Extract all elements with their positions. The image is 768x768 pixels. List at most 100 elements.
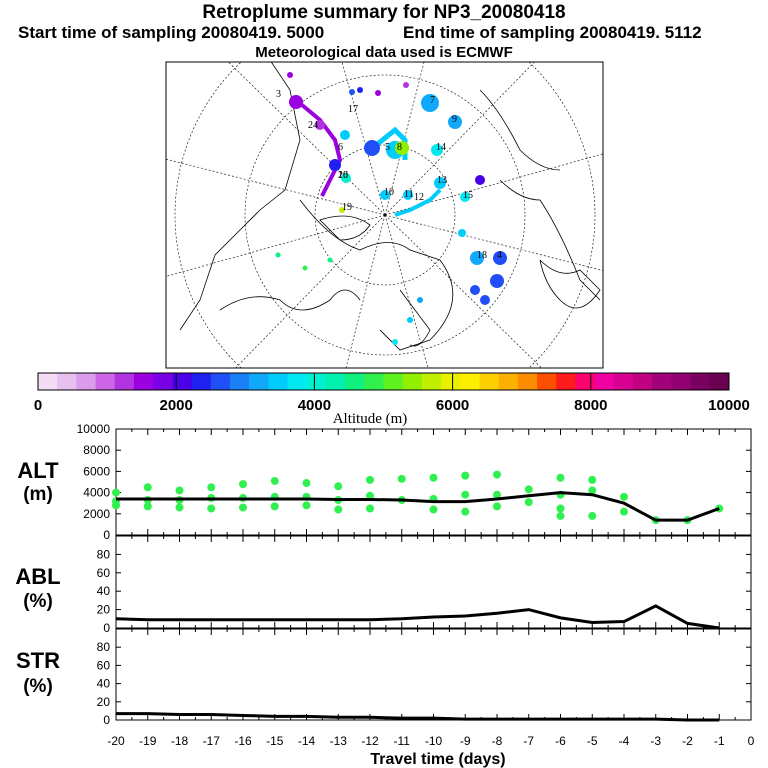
colorbar-tick-label: 4000 <box>298 397 331 414</box>
y-tick-label: 80 <box>97 547 111 561</box>
map-number-label: 19 <box>342 202 352 213</box>
meridian-line <box>166 214 386 277</box>
colorbar-swatch <box>172 373 193 390</box>
colorbar-swatch <box>479 373 500 390</box>
scatter-point <box>461 471 470 480</box>
y-tick-label: 40 <box>97 584 111 598</box>
map-number-label: 12 <box>414 192 424 203</box>
scatter-point <box>334 482 343 491</box>
map-number-label: 14 <box>436 142 446 153</box>
map-number-label: 20 <box>338 170 348 181</box>
scatter-point <box>556 504 565 513</box>
x-tick-label: -20 <box>107 734 125 748</box>
panel-alt: 0 2000 4000 6000 8000 10000 ALT(m) <box>17 422 752 542</box>
x-tick-label: -2 <box>682 734 693 748</box>
scatter-point <box>143 502 152 511</box>
x-tick-label: -8 <box>492 734 503 748</box>
y-tick-label: 40 <box>97 677 111 691</box>
scatter-point <box>366 504 374 513</box>
map-number-label: 7 <box>430 95 435 106</box>
y-tick-label: 60 <box>97 658 111 672</box>
y-axis-label: ALT <box>17 458 59 483</box>
scatter-point <box>588 486 597 495</box>
x-tick-label: -9 <box>460 734 471 748</box>
map-number-label: 11 <box>404 189 414 200</box>
colorbar-swatch <box>287 373 308 390</box>
y-axis-unit: (%) <box>23 591 53 612</box>
colorbar-swatch <box>460 373 480 390</box>
scatter-point <box>429 473 438 482</box>
map-graticule <box>166 62 603 368</box>
colorbar-swatch <box>441 373 461 390</box>
colorbar-swatch <box>498 373 519 390</box>
scatter-point <box>620 507 628 516</box>
colorbar-swatch <box>652 373 672 390</box>
colorbar-tick-label: 6000 <box>436 397 469 414</box>
colorbar-tick-label: 0 <box>34 397 42 414</box>
scatter-point <box>207 483 216 492</box>
map-number-label: 8 <box>397 142 402 153</box>
map-number-label: 9 <box>452 114 457 125</box>
y-tick-label: 0 <box>103 713 110 727</box>
colorbar-swatch <box>133 373 154 390</box>
scatter-point <box>334 505 343 514</box>
colorbar-swatch <box>556 373 576 390</box>
scatter-point <box>588 475 597 484</box>
panel-abl: 0 20 40 60 80 ABL(%) <box>15 535 752 635</box>
panel-frame <box>115 535 752 629</box>
x-tick-label: -13 <box>330 734 348 748</box>
end-time-line: End time of sampling 20080419. 5112 <box>403 23 702 42</box>
x-tick-label: 0 <box>748 734 755 748</box>
scatter-point <box>524 485 533 494</box>
series-line <box>116 712 720 722</box>
y-tick-label: 0 <box>103 528 110 542</box>
scatter-point <box>556 511 565 520</box>
y-tick-label: 20 <box>97 603 111 617</box>
y-tick-label: 8000 <box>83 443 110 457</box>
map-number-label: 15 <box>463 190 473 201</box>
scatter-point <box>175 486 184 495</box>
colorbar-swatch <box>38 373 58 390</box>
x-tick-label: -6 <box>555 734 566 748</box>
polar-map: 3 24 6 16 17 5 8 7 9 14 20 19 10 11 12 13 15 18 4 <box>165 61 604 369</box>
scatter-point <box>397 474 406 483</box>
colorbar-swatch <box>345 373 365 390</box>
colorbar-swatch <box>575 373 596 390</box>
y-tick-label: 20 <box>97 695 111 709</box>
colorbar-swatch <box>153 373 173 390</box>
x-tick-label: -1 <box>714 734 725 748</box>
x-tick-label: -17 <box>203 734 221 748</box>
scatter-point <box>524 498 533 507</box>
scatter-point <box>302 479 311 488</box>
colorbar-swatch <box>671 373 692 390</box>
scatter-point <box>207 504 216 513</box>
x-tick-label: -4 <box>619 734 630 748</box>
x-tick-label: -3 <box>650 734 661 748</box>
colorbar-swatch <box>613 373 634 390</box>
x-axis-label: Travel time (days) <box>370 751 505 768</box>
x-tick-label: -11 <box>394 734 411 748</box>
colorbar-swatch <box>76 373 97 390</box>
scatter-point <box>620 492 628 501</box>
scatter-point <box>270 502 279 511</box>
colorbar-swatch <box>229 373 250 390</box>
map-number-label: 3 <box>276 89 281 100</box>
scatter-point <box>112 488 120 497</box>
scatter-point <box>302 501 311 510</box>
x-tick-label: -18 <box>171 734 189 748</box>
colorbar-swatch <box>633 373 653 390</box>
scatter-point <box>175 503 184 512</box>
x-tick-label: -7 <box>523 734 534 748</box>
series-line <box>116 491 720 522</box>
map-number-label: 4 <box>497 250 502 261</box>
colorbar-swatch <box>57 373 77 390</box>
colorbar-tick-label: 10000 <box>708 397 750 414</box>
meridian-line <box>384 153 603 216</box>
colorbar-swatch <box>210 373 231 390</box>
scatter-point <box>556 473 565 482</box>
scatter-point <box>239 503 247 512</box>
map-number-label: 16 <box>338 170 348 181</box>
scatter-point <box>588 511 597 520</box>
colorbar-swatch <box>114 373 135 390</box>
